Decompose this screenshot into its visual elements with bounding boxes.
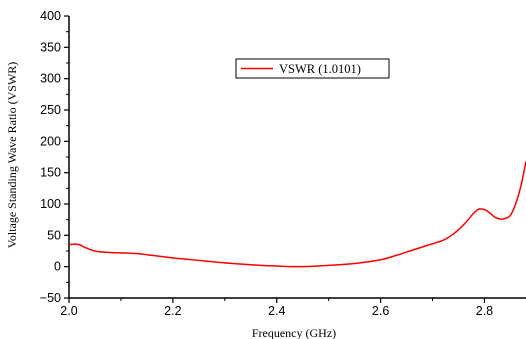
y-tick-label: 250 <box>40 103 61 117</box>
x-tick-label: 2.6 <box>372 304 389 318</box>
legend-box <box>235 58 390 79</box>
axes-frame <box>68 16 526 299</box>
y-tick-labels: −50 0 50 100 150 200 250 300 350 400 <box>40 9 61 305</box>
y-tick-label: −50 <box>40 291 61 305</box>
y-axis-title: Voltage Standing Wave Ratio (VSWR) <box>5 62 19 249</box>
x-axis-title: Frequency (GHz) <box>252 326 336 339</box>
legend-label: VSWR (1.0101) <box>279 62 361 76</box>
tick-marks <box>64 15 486 303</box>
series-line-vswr <box>68 161 526 268</box>
x-tick-label: 2.0 <box>60 304 77 318</box>
y-tick-label: 350 <box>40 40 61 54</box>
x-tick-label: 2.2 <box>164 304 181 318</box>
y-tick-label: 50 <box>47 228 61 242</box>
legend: VSWR (1.0101) <box>235 58 390 79</box>
series-lines <box>68 161 526 268</box>
y-tick-label: 100 <box>40 197 61 211</box>
x-tick-labels: 2.0 2.2 2.4 2.6 2.8 <box>60 304 493 318</box>
y-tick-label: 400 <box>40 9 61 23</box>
y-tick-label: 200 <box>40 134 61 148</box>
y-tick-label: 300 <box>40 72 61 86</box>
y-tick-label: 150 <box>40 166 61 180</box>
x-tick-label: 2.8 <box>476 304 493 318</box>
y-tick-label: 0 <box>54 260 61 274</box>
x-tick-label: 2.4 <box>268 304 285 318</box>
